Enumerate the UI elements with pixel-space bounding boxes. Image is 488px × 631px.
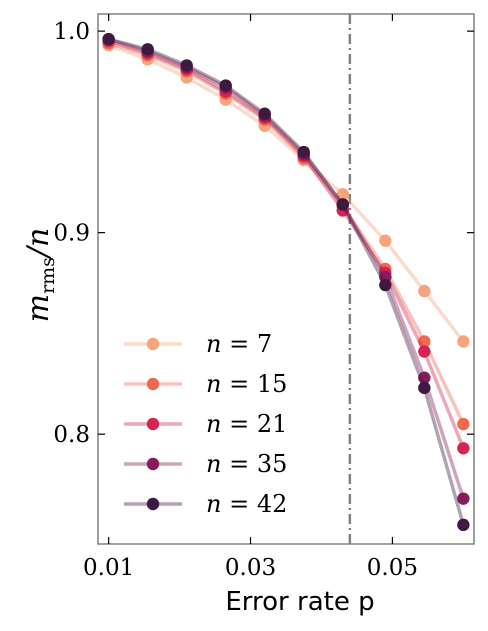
y-axis-label-tail: /n [21, 228, 56, 260]
legend-label-var: n [206, 490, 221, 518]
data-point-7-6 [336, 188, 349, 201]
data-point-42-8 [418, 381, 431, 395]
legend-label-var: n [206, 330, 221, 358]
legend-swatch-marker [146, 457, 160, 471]
legend-swatch-marker [146, 497, 160, 511]
legend-label-num: 7 [257, 330, 272, 358]
x-tick-label: 0.05 [367, 555, 418, 581]
series-42 [102, 32, 470, 532]
data-point-42-4 [258, 107, 271, 120]
legend-label-eq: = [221, 490, 256, 518]
series-layer [102, 32, 470, 532]
legend-label-num: 35 [257, 450, 288, 478]
legend-swatch-marker [146, 377, 160, 391]
legend-item-21: n = 21 [124, 410, 287, 438]
data-point-21-8 [418, 345, 431, 358]
data-point-42-5 [297, 145, 310, 159]
data-point-7-8 [418, 284, 431, 298]
legend-label-eq: = [221, 450, 256, 478]
series-line-7 [108, 43, 465, 343]
series-line-42 [108, 37, 466, 526]
plot-frame [97, 13, 475, 545]
y-tick-label: 0.8 [53, 422, 90, 448]
legend-label-num: 42 [257, 490, 288, 518]
x-tick-label: 0.01 [83, 555, 134, 581]
axes-layer [97, 13, 475, 545]
legend-label-var: n [206, 410, 221, 438]
legend-label-eq: = [221, 410, 256, 438]
ticks-layer: 0.01 0.03 0.05 0.8 0.9 1.0 [53, 14, 474, 581]
y-tick-label: 1.0 [53, 19, 90, 45]
legend-label-num: 21 [257, 410, 288, 438]
data-point-7-9 [457, 335, 470, 348]
legend-label: n = 42 [206, 490, 287, 518]
data-point-42-6 [336, 198, 349, 211]
series-7 [102, 39, 470, 348]
data-point-15-9 [457, 417, 470, 431]
legend-label-var: n [206, 450, 221, 478]
data-point-15-8 [418, 335, 431, 348]
y-axis-label-sub: rms [37, 257, 59, 294]
data-point-21-9 [457, 442, 470, 455]
legend-swatch-marker [146, 337, 160, 351]
legend-item-7: n = 7 [124, 330, 272, 358]
legend-item-42: n = 42 [124, 490, 287, 518]
data-point-42-9 [457, 518, 470, 532]
series-line-15 [108, 41, 465, 425]
legend-label: n = 15 [206, 370, 287, 398]
data-point-35-9 [457, 492, 470, 505]
data-point-42-0 [102, 32, 115, 46]
legend-item-15: n = 15 [124, 370, 287, 398]
data-point-42-3 [219, 79, 232, 92]
legend-label: n = 21 [206, 410, 287, 438]
y-axis-label: mrms/n [21, 228, 59, 323]
data-point-42-1 [141, 43, 154, 56]
legend-label-num: 15 [257, 370, 288, 398]
series-line-21 [108, 39, 465, 449]
legend-label-eq: = [221, 330, 256, 358]
data-point-42-2 [180, 59, 193, 72]
data-point-42-7 [379, 278, 392, 292]
legend-swatch-marker [146, 417, 160, 431]
legend-label-var: n [206, 370, 221, 398]
legend-label-eq: = [221, 370, 256, 398]
x-axis-label: Error rate p [225, 587, 374, 617]
x-tick-label: 0.03 [225, 555, 276, 581]
y-tick-label: 0.9 [53, 221, 90, 247]
series-line-35 [108, 37, 466, 500]
y-axis-label-main: m [21, 294, 56, 322]
legend-label: n = 7 [206, 330, 272, 358]
legend-item-35: n = 35 [124, 450, 287, 478]
data-point-7-7 [379, 234, 392, 247]
data-point-35-8 [418, 371, 431, 384]
legend: n = 7n = 15n = 21n = 35n = 42 [124, 330, 287, 518]
legend-label: n = 35 [206, 450, 287, 478]
